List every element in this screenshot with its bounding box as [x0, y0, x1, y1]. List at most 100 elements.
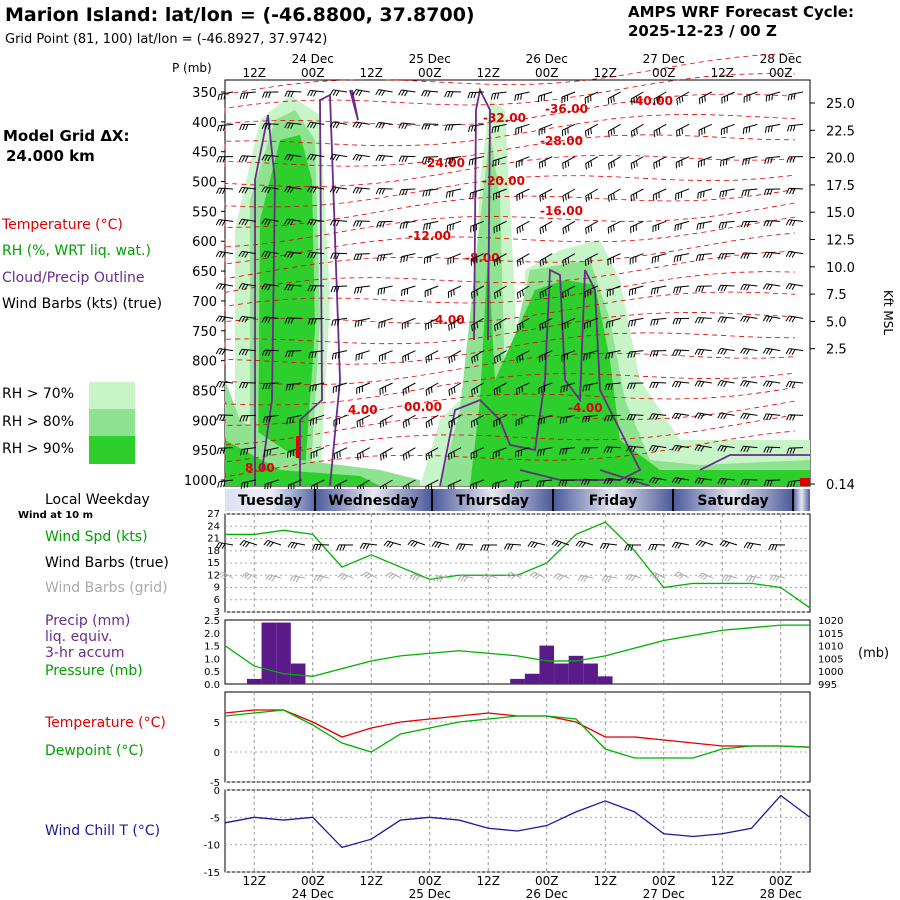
surface-wind-barb-flag	[630, 544, 634, 551]
wind-barb-flag	[261, 218, 266, 225]
wind-barb-flag	[376, 255, 380, 262]
top-hour-label: 00Z	[769, 66, 793, 80]
wind-barb-flag	[424, 156, 428, 163]
wind-barb	[310, 89, 325, 93]
wind-barb	[720, 380, 735, 384]
wind-barb-flag	[610, 194, 613, 201]
wind-barb-flag	[355, 187, 360, 194]
wind-barb-flag	[238, 218, 243, 225]
wind-barb-flag	[743, 413, 747, 420]
bottom-hour-label: 12Z	[477, 874, 501, 888]
wind-barb-flag	[402, 454, 405, 461]
wind-barb-flag	[450, 124, 454, 131]
surface-wind-barb-flag	[503, 543, 508, 550]
wind-barb-flag	[762, 348, 767, 354]
wind-barb-flag	[290, 284, 294, 291]
wind-barb-flag	[447, 91, 451, 98]
wind-barb-flag	[499, 257, 501, 264]
wind-barb	[378, 121, 393, 125]
wind-barb-flag	[425, 357, 428, 364]
wind-barb-flag	[652, 350, 656, 357]
wind-barb-flag	[307, 252, 311, 258]
wind-barb-flag	[606, 322, 608, 329]
precip-bar	[246, 678, 262, 684]
wind-barb-flag	[603, 446, 608, 453]
windchill-line	[224, 794, 811, 849]
wind-barb	[355, 253, 370, 255]
wind-barb	[585, 123, 599, 132]
wind-barb	[424, 188, 439, 192]
wind-barb-flag	[650, 319, 653, 326]
wind-barb-flag	[467, 125, 471, 133]
grid-wind-barb-flag	[553, 573, 559, 579]
wind-barb-flag	[701, 96, 704, 104]
wind-barb-flag	[560, 386, 563, 393]
surface-wind-barb-flag	[557, 541, 562, 548]
wind-barb-flag	[244, 252, 249, 258]
wind-barb-flag	[567, 192, 570, 199]
wind-barb-flag	[790, 93, 793, 101]
grid-wind-barb-flag	[415, 575, 420, 582]
wind-barb	[378, 220, 393, 223]
surface-wind-barb-flag	[336, 544, 340, 551]
wind-barb	[470, 447, 485, 454]
wind-barb-flag	[448, 389, 451, 397]
legend-wind-barbs-true: Wind Barbs (true)	[45, 555, 169, 571]
wind-barb-flag	[401, 156, 405, 162]
wind-barb-flag	[380, 288, 383, 295]
wind-barb-flag	[791, 316, 796, 323]
temperature-contour-label: -36.00	[545, 102, 588, 116]
wind-barb-flag	[768, 94, 771, 101]
local-weekday-label: Local Weekday	[45, 492, 150, 508]
wind-barb-flag	[766, 189, 770, 195]
wind-barb-flag	[468, 159, 471, 166]
wind-barb	[606, 317, 621, 323]
wind-barb	[630, 188, 644, 196]
wind-barb-flag	[539, 449, 542, 456]
wind-barb-flag	[221, 381, 226, 388]
wind-barb-flag	[425, 190, 428, 197]
legend-dewpoint: Dewpoint (°C)	[45, 743, 144, 759]
wind-barb-flag	[222, 156, 226, 163]
wind-barb	[379, 317, 393, 323]
weekday-label: Friday	[589, 493, 638, 509]
temperature-contour-label: -4.00	[430, 313, 465, 327]
surface-wind-barb-flag	[290, 542, 295, 549]
grid-wind-barb-flag	[265, 574, 270, 580]
wind-barb-flag	[657, 255, 659, 262]
windchill-tick-label: -5	[210, 813, 220, 824]
wind-barb-flag	[238, 316, 243, 322]
wind-barb-flag	[245, 415, 249, 422]
precip-tick-label: 1.0	[204, 654, 220, 665]
wind-barb	[608, 123, 621, 132]
wind-barb-flag	[584, 416, 588, 423]
wind-barb	[447, 253, 462, 260]
wind-barb-flag	[656, 129, 658, 136]
wind-barb-flag	[717, 285, 722, 291]
wind-barb-flag	[306, 153, 311, 160]
pressure-tick-label: 1005	[818, 654, 843, 665]
grid-wind-barb-flag	[217, 571, 223, 577]
wind-barb-flag	[405, 388, 407, 395]
grid-wind-barb-flag	[289, 575, 294, 582]
wind-barb-flag	[267, 123, 272, 130]
wind-barb-flag	[451, 190, 454, 197]
wind-barb	[743, 123, 758, 129]
wind-barb-flag	[766, 480, 770, 487]
wind-barb	[766, 123, 781, 128]
wind-barb-flag	[723, 478, 728, 485]
wind-barb-flag	[746, 413, 750, 420]
wind-barb-flag	[476, 289, 478, 296]
wind-barb	[652, 285, 667, 290]
wind-barb	[333, 317, 348, 321]
top-date-label: 27 Dec	[643, 52, 685, 66]
wind-barb-flag	[354, 321, 357, 328]
wind-barb	[608, 188, 621, 197]
wind-barb	[789, 91, 804, 96]
wind-barb	[378, 154, 393, 158]
wind-barb-flag	[607, 98, 610, 105]
wind-barb	[378, 253, 393, 256]
wind-barb-flag	[651, 257, 654, 264]
wind-barb-flag	[562, 163, 564, 170]
